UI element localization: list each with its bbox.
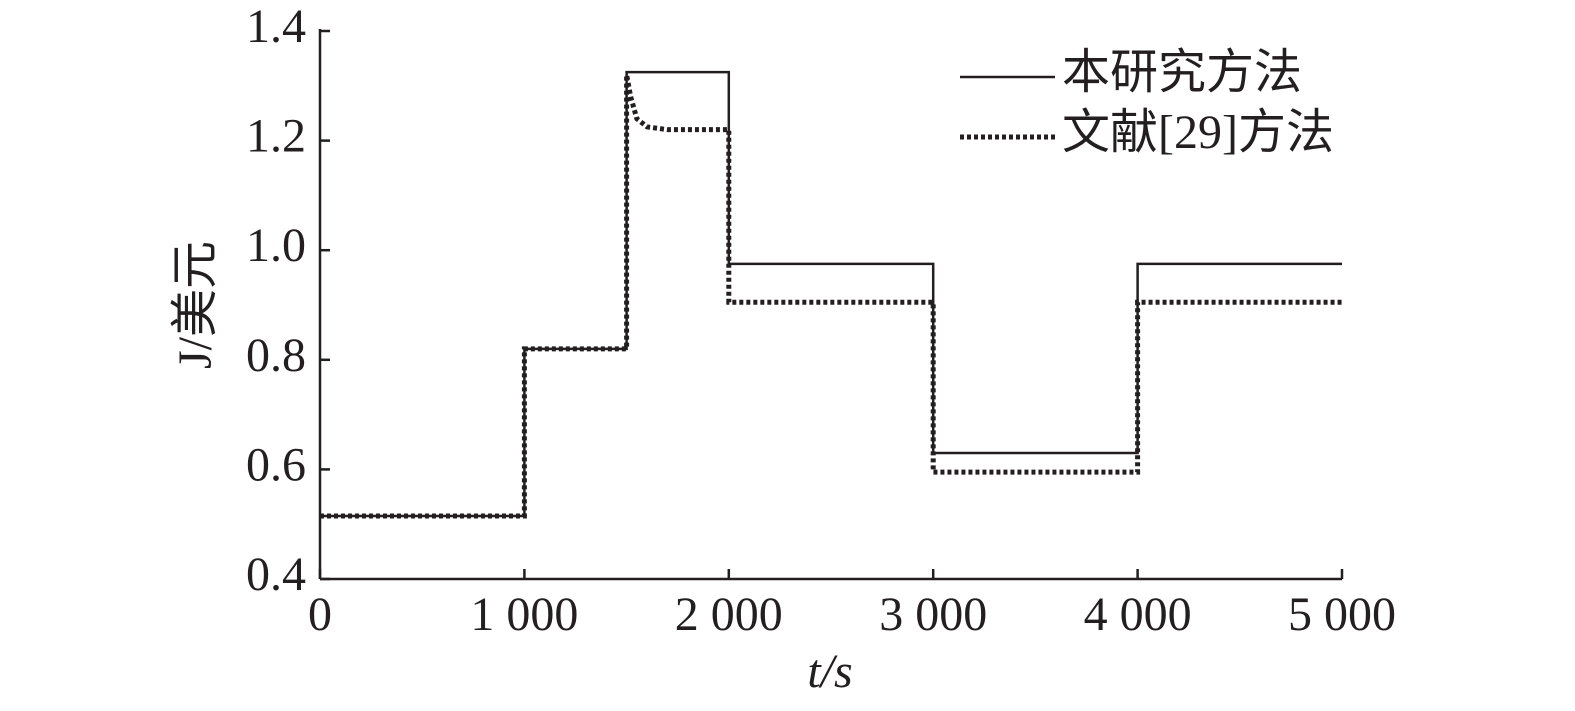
x-tick-label: 2 000 bbox=[675, 588, 783, 641]
x-tick-label: 5 000 bbox=[1288, 588, 1396, 641]
y-tick-label: 1.0 bbox=[246, 219, 306, 272]
y-tick-label: 1.4 bbox=[246, 0, 306, 53]
x-tick-label: 4 000 bbox=[1084, 588, 1192, 641]
y-tick-label: 0.4 bbox=[246, 548, 306, 601]
legend-label: 文献[29]方法 bbox=[1062, 106, 1334, 159]
x-axis-label: t/s bbox=[807, 645, 852, 698]
x-tick-label: 3 000 bbox=[879, 588, 987, 641]
y-tick-label: 1.2 bbox=[246, 110, 306, 163]
x-tick-label: 0 bbox=[308, 588, 332, 641]
y-axis-label: J/美元 bbox=[169, 241, 222, 369]
series-line bbox=[320, 74, 1342, 519]
y-tick-label: 0.8 bbox=[246, 329, 306, 382]
y-tick-label: 0.6 bbox=[246, 438, 306, 491]
legend-label: 本研究方法 bbox=[1062, 46, 1302, 99]
x-tick-label: 1 000 bbox=[470, 588, 578, 641]
